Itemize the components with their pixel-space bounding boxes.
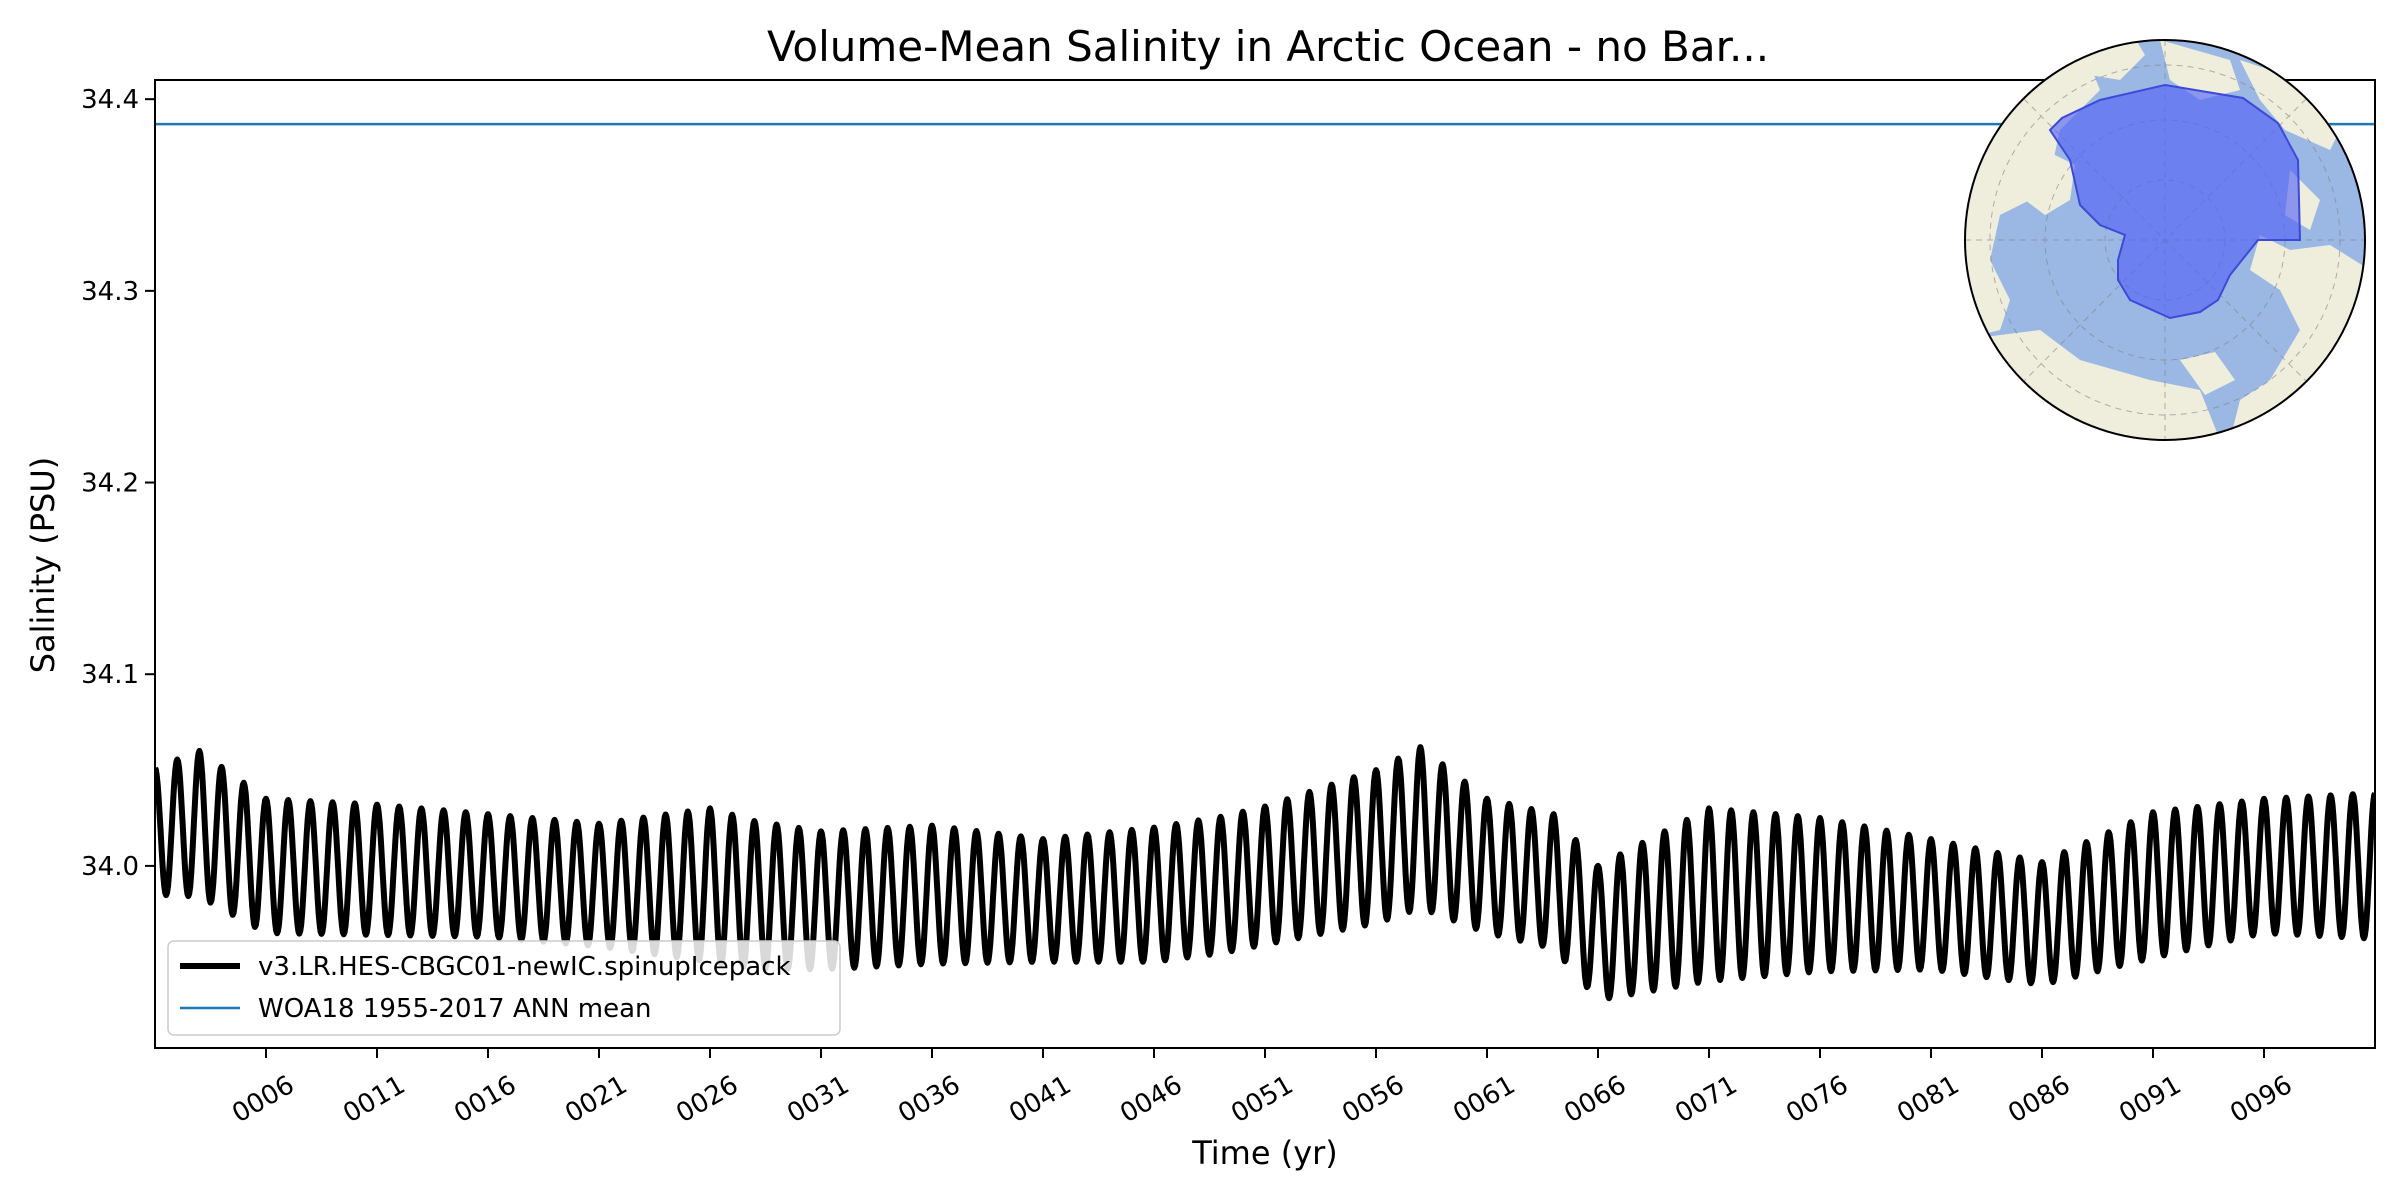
y-axis-label: Salinity (PSU) xyxy=(24,457,62,674)
y-tick-label: 34.4 xyxy=(81,85,139,115)
legend-frame xyxy=(167,940,841,1036)
legend-label-woa18: WOA18 1955-2017 ANN mean xyxy=(258,994,652,1024)
map-boundary xyxy=(1964,39,2366,441)
model-salinity-series-line xyxy=(155,744,2375,1002)
y-tick-label: 34.3 xyxy=(81,277,139,307)
y-tick-label: 34.0 xyxy=(81,852,139,882)
chart-title: Volume-Mean Salinity in Arctic Ocean - n… xyxy=(767,22,1769,71)
x-axis-label: Time (yr) xyxy=(1191,1134,1338,1172)
legend-label-model: v3.LR.HES-CBGC01-newIC.spinupIcepack xyxy=(258,952,791,982)
y-axis: 34.0 34.1 34.2 34.3 34.4 xyxy=(81,85,155,882)
y-tick-label: 34.2 xyxy=(81,469,139,499)
y-tick-label: 34.1 xyxy=(81,660,139,690)
legend: v3.LR.HES-CBGC01-newIC.spinupIcepack WOA… xyxy=(167,940,841,1036)
map-region-highlight xyxy=(2048,83,2302,320)
